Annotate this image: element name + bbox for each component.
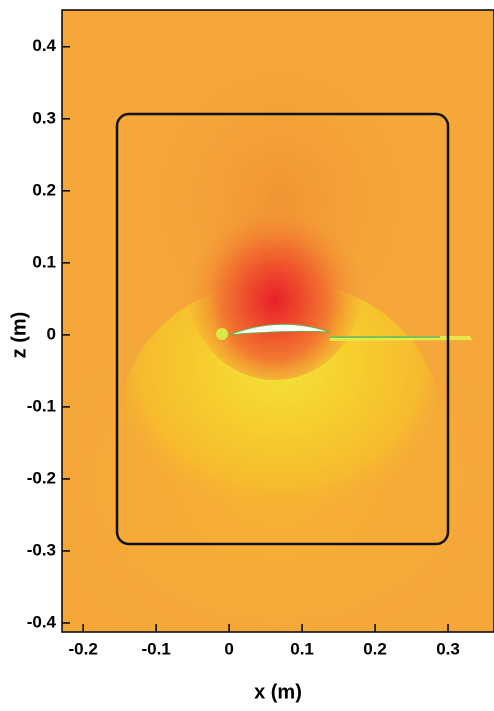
y-tick-label: 0.1 <box>32 252 56 271</box>
y-tick-label: -0.2 <box>27 468 56 487</box>
x-tick-label: 0.3 <box>436 639 460 658</box>
x-tick-label: 0.1 <box>290 639 314 658</box>
y-tick-label: 0 <box>47 324 56 343</box>
y-tick-label: 0.2 <box>32 180 56 199</box>
y-tick-label: -0.3 <box>27 540 56 559</box>
control-surface <box>115 112 450 546</box>
x-axis-title: x (m) <box>254 681 302 703</box>
y-tick-label: 0.4 <box>32 36 56 55</box>
y-tick-label: -0.1 <box>27 396 56 415</box>
plot-frame <box>61 9 494 633</box>
x-tick-label: 0.2 <box>363 639 387 658</box>
x-tick-label: -0.1 <box>141 639 170 658</box>
y-tick-label: 0.3 <box>32 108 56 127</box>
x-tick-label: -0.2 <box>69 639 98 658</box>
y-axis-title: z (m) <box>8 312 30 359</box>
x-tick-label: 0 <box>224 639 233 658</box>
y-tick-label: -0.4 <box>27 612 57 631</box>
